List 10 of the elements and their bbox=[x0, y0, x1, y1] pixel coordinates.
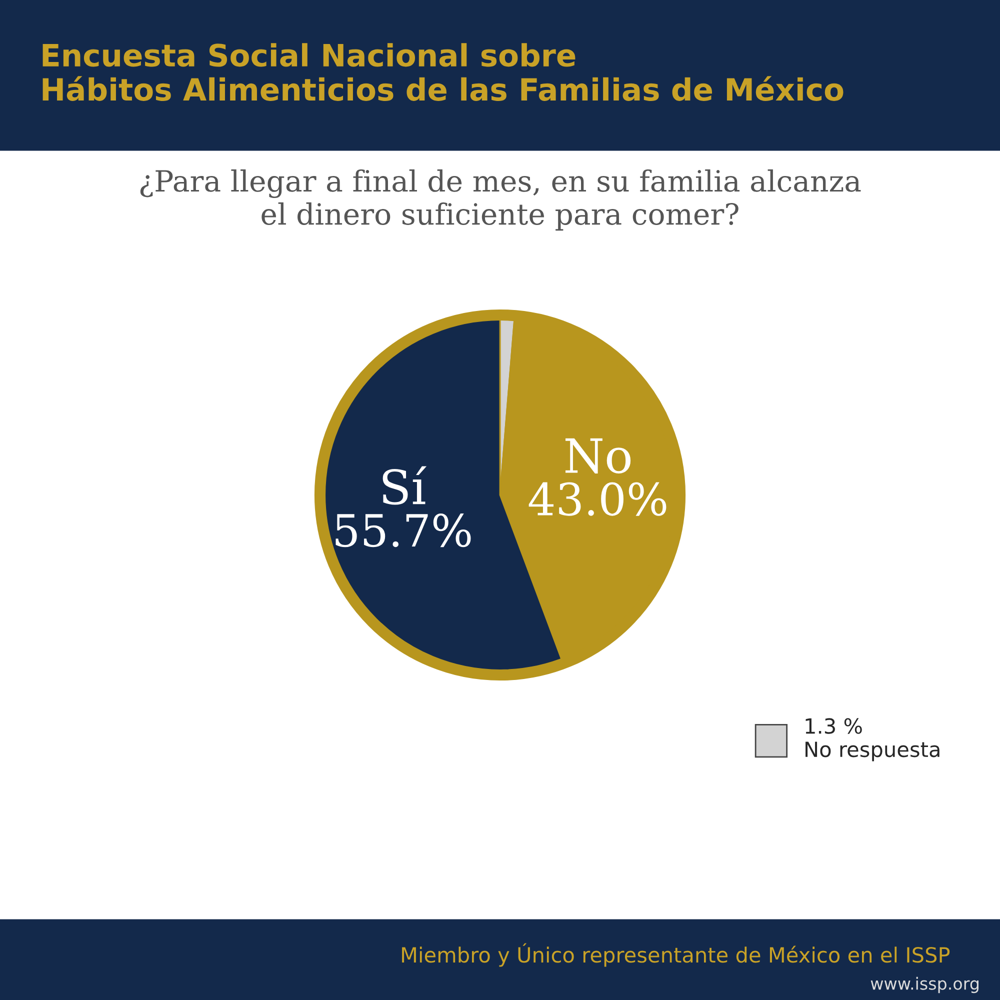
chart-title: Encuesta Social Nacional sobre Hábitos Alimenticios de las Familias de México bbox=[42, 43, 844, 101]
data-label: 55.7% bbox=[336, 514, 471, 548]
text: www.issp.org bbox=[870, 976, 978, 994]
chart-subtitle: ¿Para llegar a final de mes, en su familia alcanza el dinero suficiente para comer? bbox=[140, 169, 861, 231]
data-label: 1.3 % bbox=[806, 718, 862, 734]
slice-label: Sí bbox=[382, 466, 427, 505]
slice-label: No bbox=[565, 438, 631, 474]
data-label: 43.0% bbox=[528, 482, 666, 516]
legend-label: No respuesta bbox=[806, 742, 940, 762]
text: Miembro y Único representante de México en el ISSP bbox=[402, 943, 950, 967]
